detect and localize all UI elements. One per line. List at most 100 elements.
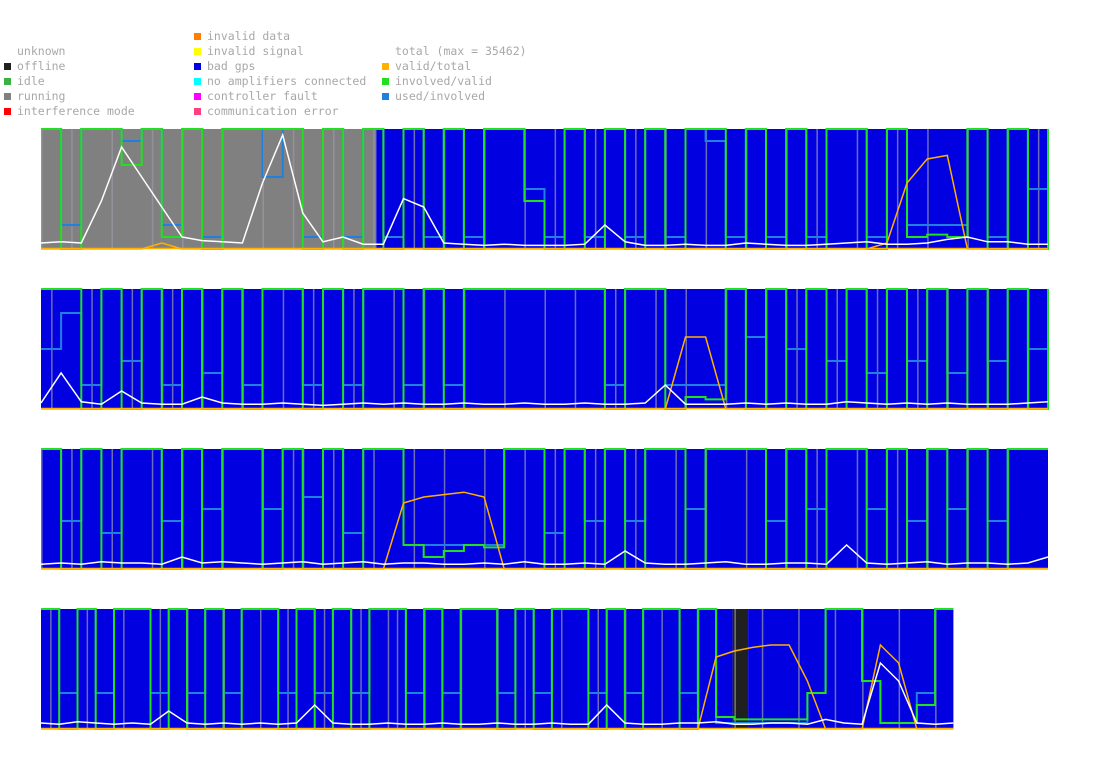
state-tick [705,129,708,249]
state-tick [856,449,859,569]
state-tick [443,449,446,569]
state-tick [761,609,764,729]
state-tick [655,289,657,409]
state-tick [504,289,506,409]
state-tick [111,449,113,569]
state-tick [675,449,677,569]
state-tick [282,289,285,409]
series-total [40,661,954,725]
state-tick [151,129,154,249]
state-tick [171,289,174,409]
legend-label: idle [17,74,45,88]
state-tick [524,449,526,569]
state-tick [387,609,390,729]
state-tick [635,449,637,569]
legend-swatch [382,78,389,85]
state-tick [413,449,416,569]
legend-swatch [4,78,11,85]
state-band-running [41,129,377,249]
legend-swatch [382,93,389,100]
state-tick [745,449,748,569]
state-tick [876,289,879,409]
state-tick [484,449,486,569]
state-tick [287,609,289,729]
state-tick [798,609,800,729]
state-tick [927,129,929,249]
state-tick [159,609,162,729]
legend-label: invalid signal [207,44,304,58]
state-tick [917,289,919,409]
legend-swatch [194,33,201,40]
state-tick [86,609,89,729]
state-tick [312,289,315,409]
series-total [40,371,1049,407]
strip-4 [40,608,954,730]
legend-swatch [194,48,201,55]
state-band-bad-gps [748,609,954,729]
state-tick [574,289,577,409]
state-tick [856,129,859,249]
legend-swatch [4,93,11,100]
legend-label: invalid data [207,29,291,43]
state-tick [554,449,557,569]
series-total [40,132,1048,247]
state-tick [50,609,52,729]
state-tick [615,289,617,409]
state-tick [41,449,43,569]
state-tick [292,129,295,249]
strip-1 [40,128,1049,250]
state-tick [396,609,399,729]
legend-swatch [194,78,201,85]
state-tick [292,449,295,569]
state-tick [544,289,546,409]
state-tick [413,129,416,249]
state-band-offline [732,609,749,729]
state-tick [131,289,134,409]
state-tick [896,449,899,569]
legend-swatch [194,93,201,100]
state-tick [524,609,526,729]
state-tick [554,129,557,249]
state-tick [393,289,395,409]
state-tick [898,609,901,729]
state-tick [373,129,375,249]
legend-label: controller fault [207,89,318,103]
state-tick [71,449,73,569]
state-band-bad-gps [376,129,1048,249]
state-tick [597,609,599,729]
state-tick [91,289,93,409]
legend-label: unknown [17,44,66,58]
legend-swatch [194,63,201,70]
state-tick [262,129,264,249]
state-tick [734,609,736,729]
state-band-bad-gps [41,609,733,729]
state-tick [111,129,113,249]
legend-swatch [382,63,389,70]
legend-swatch [4,48,11,55]
state-tick [41,129,43,249]
state-tick [333,449,335,569]
state-tick [360,609,362,729]
state-tick [353,289,355,409]
state-tick [71,129,73,249]
state-tick [260,609,262,729]
legend-label: running [17,89,66,103]
legend-label: involved/valid [395,74,492,88]
state-tick [561,609,563,729]
state-tick [685,289,687,409]
legend-label: communication error [207,104,339,118]
state-tick [123,609,125,729]
legend-swatch [4,108,11,115]
state-tick [816,129,818,249]
state-tick [635,129,637,249]
state-tick [151,449,154,569]
legend-label: used/involved [395,89,486,103]
state-tick [896,129,899,249]
strip-2 [40,288,1049,410]
legend-swatch [194,108,201,115]
legend-label: bad gps [207,59,256,73]
legend-label: no amplifiers connected [207,74,367,88]
state-tick [323,609,326,729]
state-tick [594,449,597,569]
